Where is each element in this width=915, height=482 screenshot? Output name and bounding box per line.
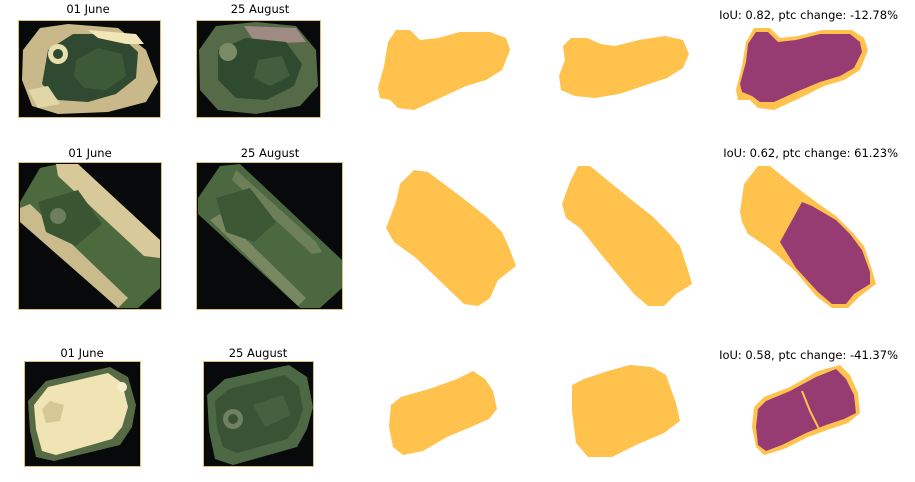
row1-metrics-title: IoU: 0.82, ptc change: -12.78% <box>719 8 898 22</box>
row3-mask-june <box>385 361 503 467</box>
row1-mask-august <box>553 20 693 118</box>
row3-satellite-image-august <box>203 361 314 467</box>
row2-date2-title: 25 August <box>240 146 300 160</box>
row3-date2-title: 25 August <box>228 346 288 360</box>
row3-satellite-image-june <box>24 361 141 467</box>
row3-metrics-title: IoU: 0.58, ptc change: -41.37% <box>719 348 898 362</box>
row2-satellite-image-august <box>196 162 343 310</box>
row1-date1-title: 01 June <box>66 2 110 16</box>
row1-overlap-comparison <box>730 20 870 118</box>
row3-overlap-comparison <box>750 361 864 467</box>
row1-date2-title: 25 August <box>230 2 290 16</box>
row2-date1-title: 01 June <box>68 146 112 160</box>
row1-satellite-image-june <box>18 20 161 118</box>
row2-mask-august <box>556 162 696 310</box>
row3-mask-august <box>568 361 686 467</box>
row2-metrics-title: IoU: 0.62, ptc change: 61.23% <box>723 146 898 160</box>
row2-mask-june <box>380 162 520 310</box>
row1-satellite-image-august <box>196 20 321 118</box>
row3-date1-title: 01 June <box>60 346 104 360</box>
row1-mask-june <box>370 20 515 118</box>
row2-satellite-image-june <box>18 162 162 310</box>
row2-overlap-comparison <box>736 162 881 310</box>
